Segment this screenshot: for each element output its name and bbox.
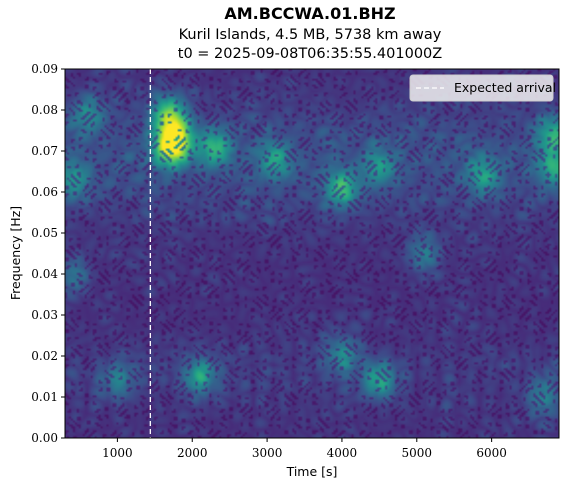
legend-label: Expected arrival (454, 80, 556, 95)
y-tick-label: 0.02 (31, 349, 58, 363)
y-tick-label: 0.08 (31, 103, 58, 117)
y-tick-label: 0.06 (31, 185, 58, 199)
x-tick-label: 5000 (402, 446, 433, 460)
y-tick-label: 0.03 (31, 308, 58, 322)
plot-frame (64, 68, 560, 439)
y-tick-label: 0.07 (31, 144, 58, 158)
y-tick-label: 0.05 (31, 226, 58, 240)
y-axis-ticks: 0.00 0.01 0.02 0.03 0.04 0.05 0.06 0.07 0.08 0.09 (31, 62, 65, 445)
legend: Expected arrival (409, 74, 556, 102)
chart-subtitle-t0: t0 = 2025-09-08T06:35:55.401000Z (178, 46, 442, 62)
y-tick-label: 0.09 (31, 62, 58, 76)
y-tick-label: 0.00 (31, 431, 58, 445)
x-axis-label: Time [s] (286, 464, 338, 479)
y-tick-label: 0.04 (31, 267, 58, 281)
y-axis-label: Frequency [Hz] (8, 206, 23, 300)
x-axis-ticks: 1000 2000 3000 4000 5000 6000 (102, 438, 507, 460)
y-tick-label: 0.01 (31, 390, 58, 404)
chart-subtitle-event: Kuril Islands, 4.5 MB, 5738 km away (179, 27, 442, 43)
plot-area (64, 68, 560, 439)
x-tick-label: 1000 (102, 446, 133, 460)
chart-title: AM.BCCWA.01.BHZ (224, 4, 395, 23)
x-tick-label: 2000 (177, 446, 208, 460)
x-tick-label: 6000 (476, 446, 507, 460)
x-tick-label: 3000 (252, 446, 283, 460)
spectrogram-heatmap (65, 69, 559, 438)
x-tick-label: 4000 (327, 446, 358, 460)
legend-box (409, 74, 554, 102)
